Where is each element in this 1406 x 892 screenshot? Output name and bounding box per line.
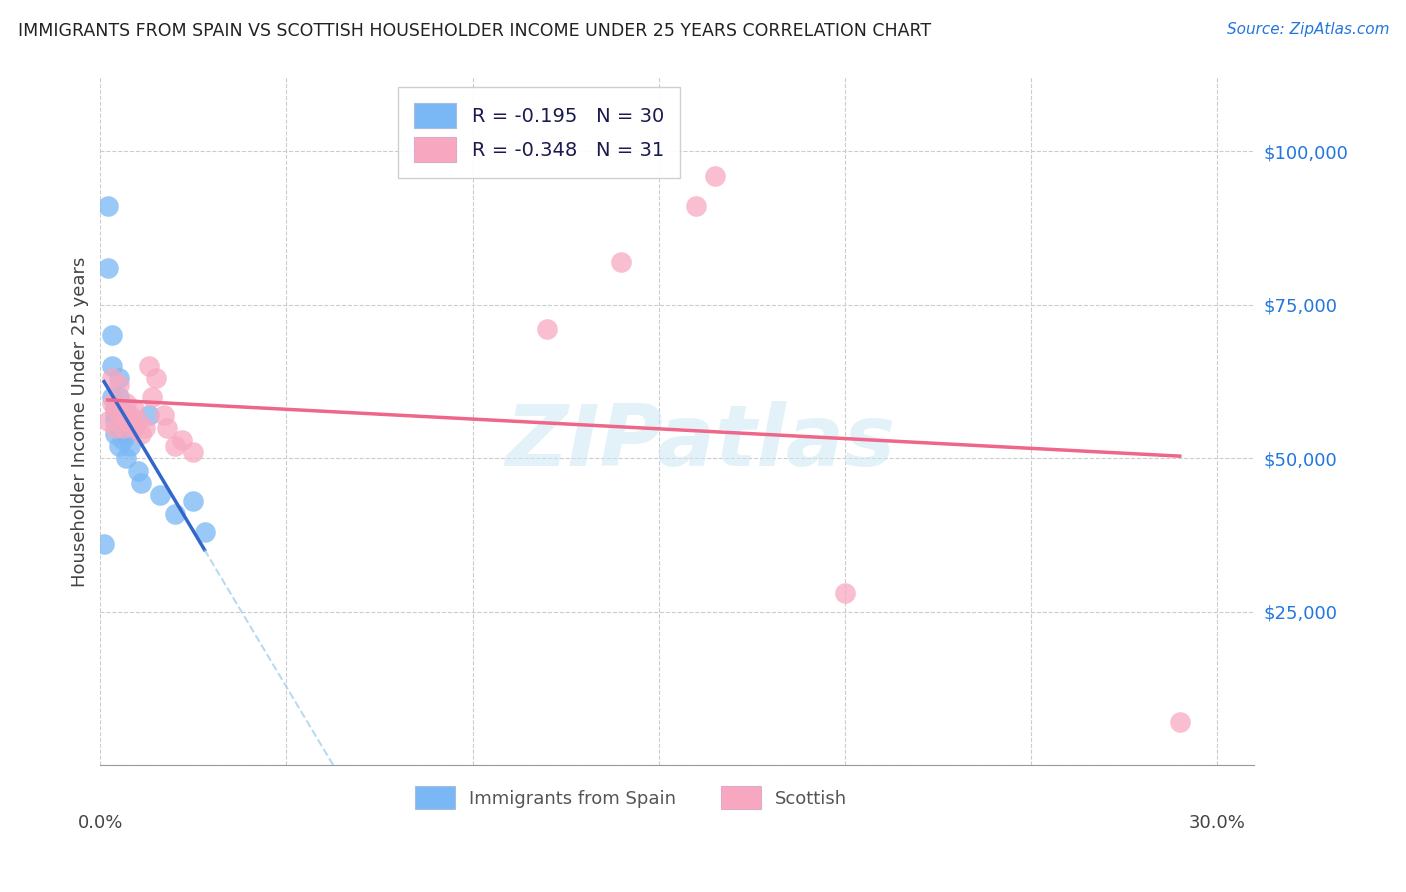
Point xyxy=(129,475,152,490)
Point xyxy=(122,402,145,417)
Text: ZIPatlas: ZIPatlas xyxy=(505,401,896,483)
Point xyxy=(193,524,215,539)
Point xyxy=(115,414,138,428)
Point xyxy=(100,359,122,373)
Point xyxy=(104,414,127,428)
Point xyxy=(127,463,149,477)
Point xyxy=(156,420,179,434)
Point xyxy=(685,199,707,213)
Point xyxy=(108,420,131,434)
Point xyxy=(172,433,194,447)
Point xyxy=(100,328,122,343)
Point xyxy=(108,402,131,417)
Point xyxy=(834,586,856,600)
Point xyxy=(100,371,122,385)
Text: IMMIGRANTS FROM SPAIN VS SCOTTISH HOUSEHOLDER INCOME UNDER 25 YEARS CORRELATION : IMMIGRANTS FROM SPAIN VS SCOTTISH HOUSEH… xyxy=(18,22,931,40)
Point xyxy=(120,409,142,423)
Point xyxy=(104,426,127,441)
Point xyxy=(108,371,131,385)
Point xyxy=(104,402,127,417)
Point xyxy=(145,371,167,385)
Point xyxy=(100,396,122,410)
Point xyxy=(108,377,131,392)
Point xyxy=(97,199,120,213)
Point xyxy=(134,420,156,434)
Point xyxy=(129,426,152,441)
Point xyxy=(163,507,186,521)
Point xyxy=(100,390,122,404)
Point xyxy=(122,420,145,434)
Point xyxy=(183,494,205,508)
Point xyxy=(122,420,145,434)
Point xyxy=(104,409,127,423)
Point xyxy=(138,409,160,423)
Point xyxy=(152,409,174,423)
Point xyxy=(108,439,131,453)
Legend: Immigrants from Spain, Scottish: Immigrants from Spain, Scottish xyxy=(406,777,856,818)
Text: 0.0%: 0.0% xyxy=(77,814,124,832)
Point xyxy=(108,409,131,423)
Point xyxy=(97,414,120,428)
Point xyxy=(111,414,134,428)
Text: 30.0%: 30.0% xyxy=(1188,814,1246,832)
Point xyxy=(104,420,127,434)
Point xyxy=(111,420,134,434)
Point xyxy=(111,409,134,423)
Point xyxy=(1168,715,1191,730)
Text: Source: ZipAtlas.com: Source: ZipAtlas.com xyxy=(1226,22,1389,37)
Point xyxy=(127,414,149,428)
Point xyxy=(111,433,134,447)
Point xyxy=(104,402,127,417)
Point xyxy=(97,260,120,275)
Point xyxy=(115,426,138,441)
Y-axis label: Householder Income Under 25 years: Householder Income Under 25 years xyxy=(72,256,89,587)
Point xyxy=(93,537,115,551)
Point xyxy=(115,396,138,410)
Point xyxy=(115,409,138,423)
Point xyxy=(141,390,163,404)
Point xyxy=(111,402,134,417)
Point xyxy=(536,322,558,336)
Point xyxy=(120,439,142,453)
Point xyxy=(183,445,205,459)
Point xyxy=(703,169,725,183)
Point xyxy=(115,451,138,466)
Point xyxy=(610,254,633,268)
Point xyxy=(163,439,186,453)
Point xyxy=(108,390,131,404)
Point xyxy=(149,488,172,502)
Point xyxy=(138,359,160,373)
